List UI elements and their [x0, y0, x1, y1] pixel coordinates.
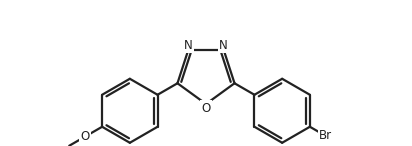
Text: O: O: [201, 101, 211, 114]
Text: O: O: [80, 130, 89, 143]
Text: N: N: [184, 39, 193, 52]
Text: N: N: [219, 39, 228, 52]
Text: Br: Br: [319, 129, 332, 142]
